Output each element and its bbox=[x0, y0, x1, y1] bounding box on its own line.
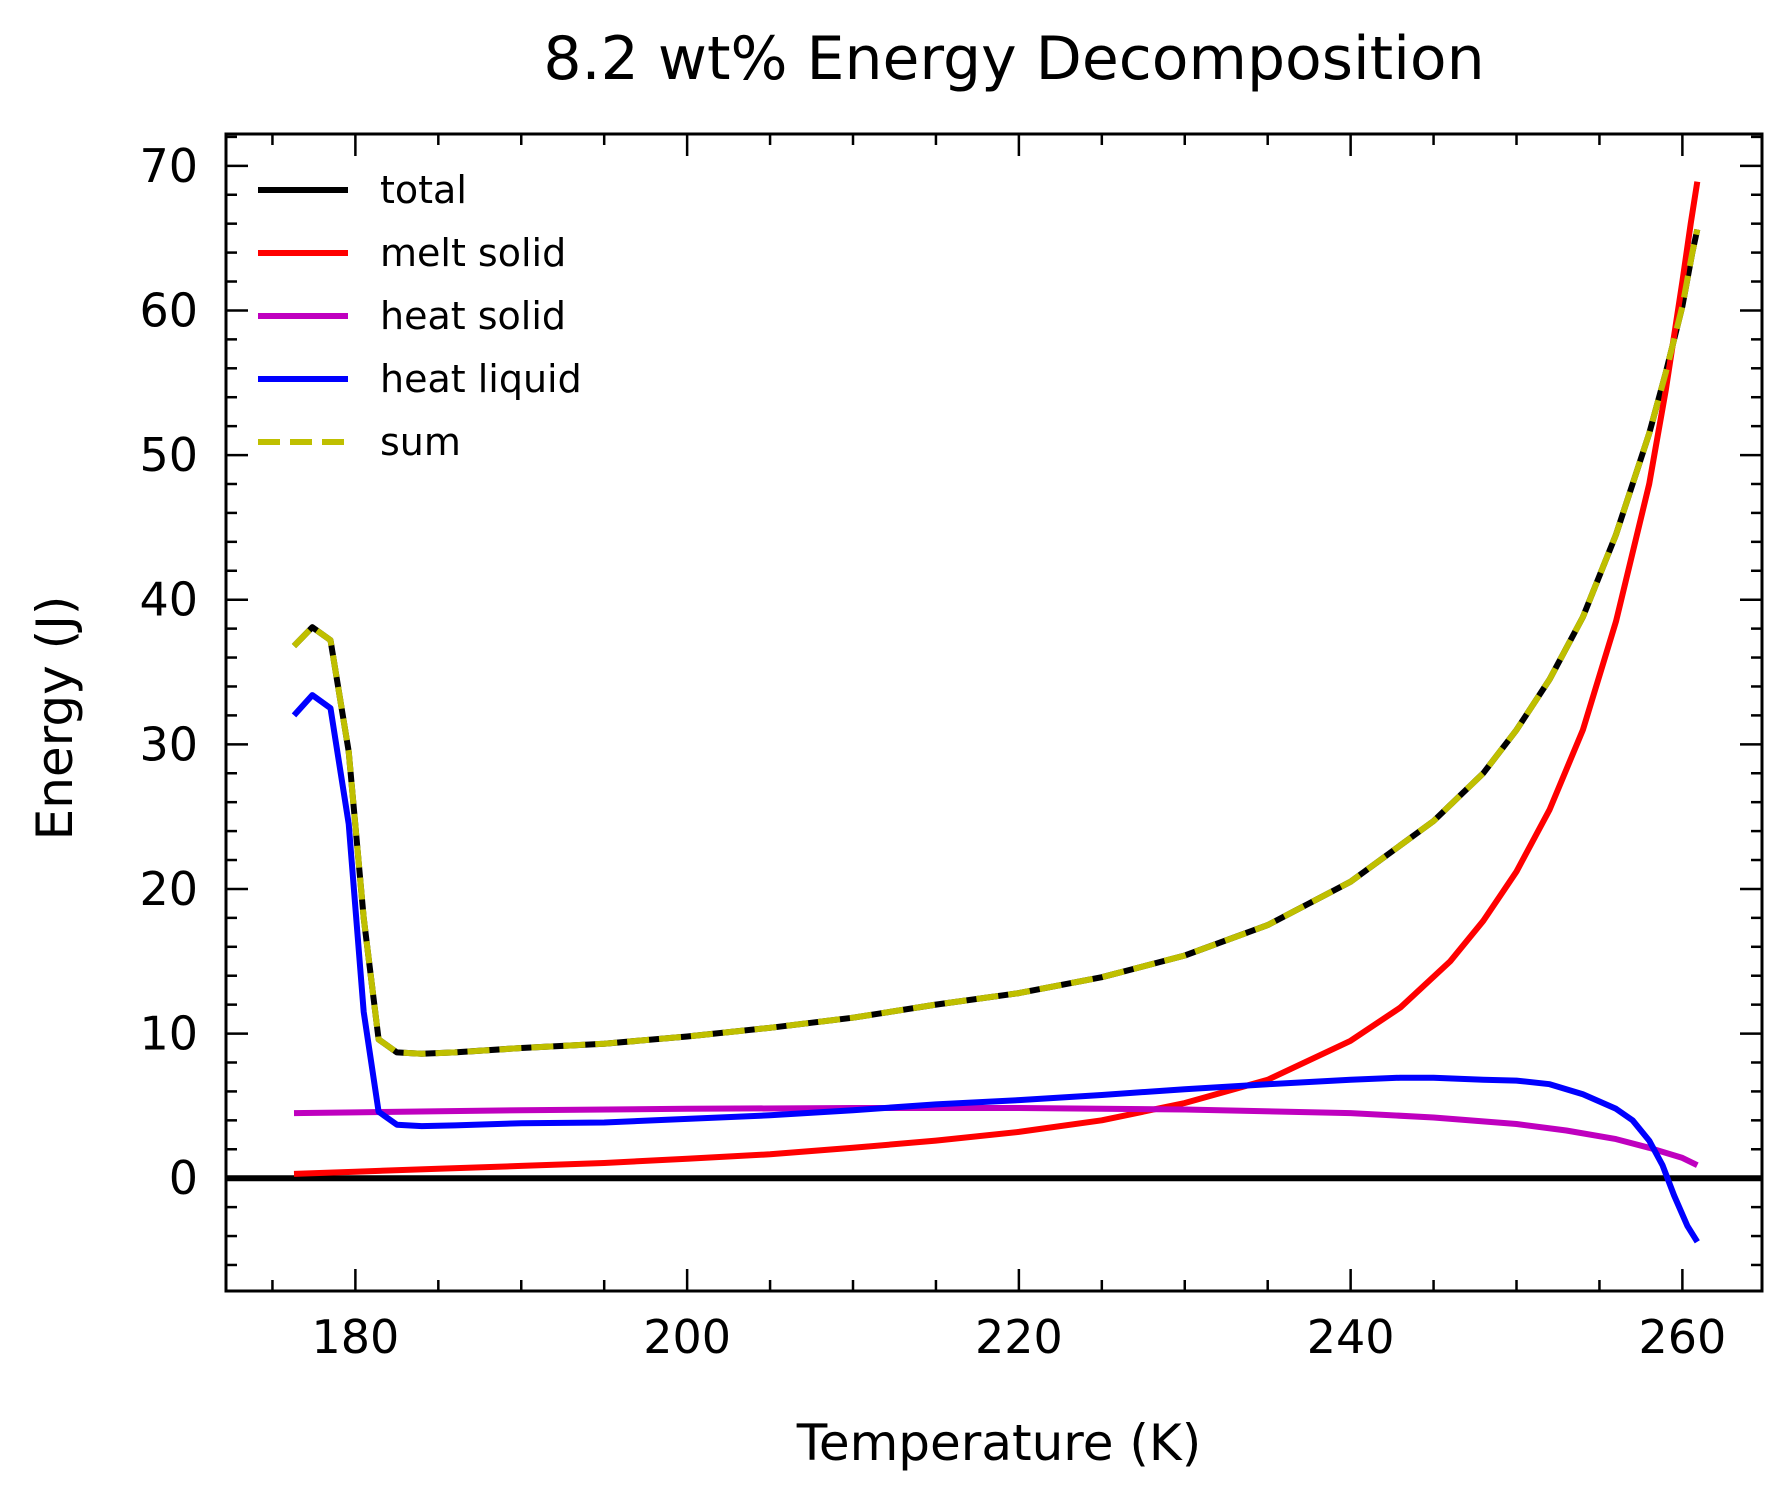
x-tick-label: 240 bbox=[1307, 1310, 1395, 1364]
y-tick-label: 20 bbox=[139, 862, 198, 916]
x-tick-label: 260 bbox=[1638, 1310, 1726, 1364]
x-tick-label: 180 bbox=[311, 1310, 399, 1364]
series-heat-solid bbox=[293, 1105, 1699, 1168]
legend: total melt solid heat solid heat liquid sum bbox=[258, 168, 582, 464]
legend-label: total bbox=[380, 168, 467, 212]
y-axis-label: Energy (J) bbox=[26, 596, 84, 841]
plot-frame bbox=[224, 132, 1764, 1293]
y-tick-label: 70 bbox=[139, 139, 198, 193]
y-tick-label: 30 bbox=[139, 717, 198, 771]
series-sum bbox=[291, 228, 1701, 1057]
chart-title: 8.2 wt% Energy Decomposition bbox=[543, 24, 1484, 94]
series-total bbox=[291, 228, 1701, 1057]
series-layer bbox=[226, 181, 1762, 1244]
y-tick-label: 40 bbox=[139, 573, 198, 627]
y-tick-label: 60 bbox=[139, 283, 198, 337]
legend-label: melt solid bbox=[380, 231, 566, 275]
series-melt-solid bbox=[293, 181, 1701, 1177]
x-tick-label: 220 bbox=[975, 1310, 1063, 1364]
series-heat-liquid bbox=[291, 692, 1700, 1244]
x-tick-label: 200 bbox=[643, 1310, 731, 1364]
ticks-layer: 180 200 220 240 260 0 10 20 30 40 50 60 70 bbox=[139, 134, 1762, 1364]
y-tick-label: 0 bbox=[169, 1151, 198, 1205]
y-tick-label: 50 bbox=[139, 428, 198, 482]
x-axis-label: Temperature (K) bbox=[796, 1414, 1201, 1472]
y-tick-label: 10 bbox=[139, 1007, 198, 1061]
legend-label: sum bbox=[380, 420, 461, 464]
legend-label: heat liquid bbox=[380, 357, 582, 401]
legend-label: heat solid bbox=[380, 294, 566, 338]
